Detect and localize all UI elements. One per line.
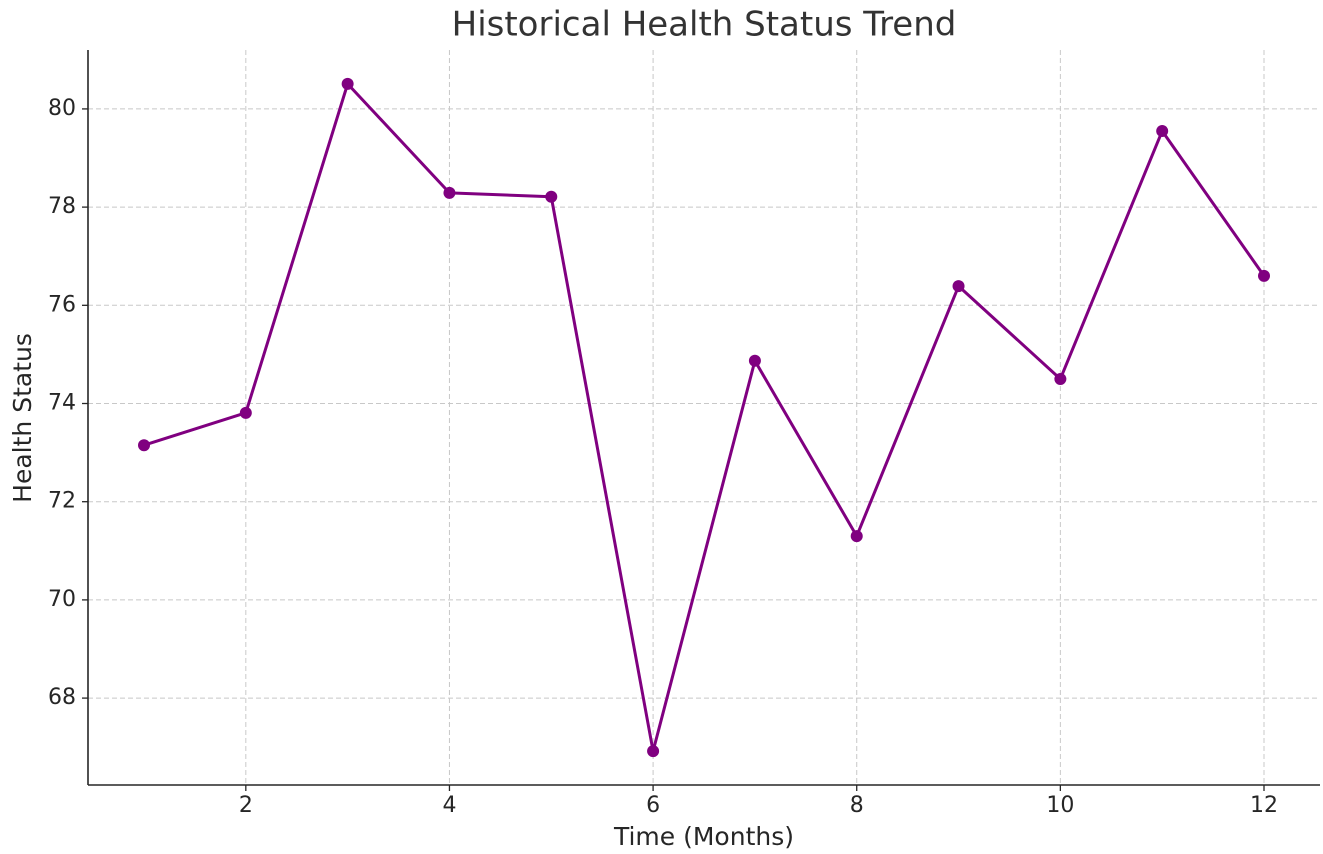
marker [138, 439, 150, 452]
y-tick-label: 78 [48, 194, 76, 219]
x-tick-label: 4 [442, 793, 456, 818]
marker [748, 354, 761, 367]
marker [545, 190, 558, 203]
y-tick-label: 72 [48, 489, 76, 514]
marker [239, 406, 252, 419]
marker [341, 77, 354, 90]
y-tick-label: 76 [48, 292, 76, 317]
marker [1054, 372, 1067, 385]
x-tick-label: 10 [1046, 793, 1074, 818]
x-tick-label: 12 [1250, 793, 1278, 818]
marker [952, 280, 965, 293]
line [143, 82, 1266, 753]
marker [443, 186, 456, 199]
y-tick-label: 80 [48, 96, 76, 121]
x-tick-label: 2 [239, 793, 253, 818]
chart-title: Historical Health Status Trend [452, 5, 957, 45]
y-tick-label: 74 [48, 391, 76, 416]
x-tick-label: 6 [646, 793, 660, 818]
y-tick-label: 68 [48, 685, 76, 710]
y-axis-label: Health Status [8, 333, 37, 503]
marker [850, 530, 863, 543]
marker [1258, 269, 1270, 282]
x-axis-label: Time (Months) [613, 822, 794, 851]
y-tick-label: 70 [48, 587, 76, 612]
marker [1156, 125, 1169, 138]
x-tick-label: 8 [850, 793, 864, 818]
marker [647, 745, 660, 758]
